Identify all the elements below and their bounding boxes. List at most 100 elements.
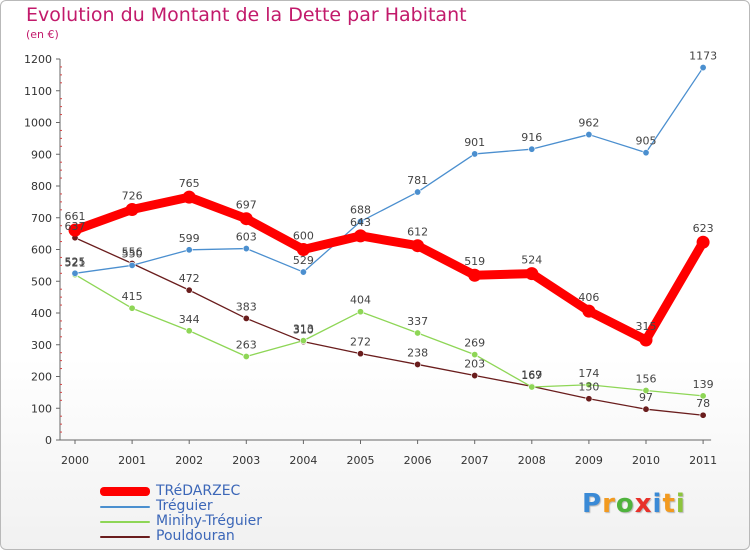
data-point-series-1 xyxy=(68,223,82,237)
series-line-2 xyxy=(74,66,704,274)
data-point-series-1 xyxy=(468,268,482,282)
logo-letter: x xyxy=(634,489,653,519)
data-label: 688 xyxy=(350,204,371,217)
series-line-3 xyxy=(74,273,704,397)
data-label: 550 xyxy=(122,247,143,260)
y-tick-label: 200 xyxy=(31,371,52,384)
data-label: 529 xyxy=(293,254,314,267)
legend-label: Minihy-Tréguier xyxy=(156,513,262,529)
data-label: 344 xyxy=(179,313,200,326)
data-point-series-1 xyxy=(639,333,653,347)
x-tick-label: 2010 xyxy=(632,454,660,467)
y-tick-label: 1000 xyxy=(24,117,52,130)
y-tick-label: 800 xyxy=(31,180,52,193)
data-point-series-3 xyxy=(528,383,536,391)
data-point-series-2 xyxy=(585,131,593,139)
series-line-4 xyxy=(74,237,704,416)
data-point-series-4 xyxy=(356,350,364,358)
data-point-series-1 xyxy=(296,243,310,256)
data-label: 167 xyxy=(521,369,542,382)
data-point-series-3 xyxy=(642,386,650,394)
x-tick-label: 2005 xyxy=(347,454,375,467)
data-label: 521 xyxy=(65,257,86,270)
data-point-series-1 xyxy=(696,235,710,249)
legend-item: TRéDARZEC xyxy=(100,484,262,499)
y-tick-label: 1200 xyxy=(24,53,52,66)
data-label: 315 xyxy=(636,320,657,333)
data-label: 781 xyxy=(407,174,428,187)
data-point-series-1 xyxy=(182,190,196,204)
data-label: 600 xyxy=(293,230,314,243)
y-tick-label: 600 xyxy=(31,244,52,257)
data-point-series-3 xyxy=(299,337,307,345)
legend-swatch xyxy=(100,487,150,496)
data-point-series-4 xyxy=(185,286,193,294)
data-point-series-2 xyxy=(414,188,422,196)
data-point-series-2 xyxy=(242,245,250,253)
data-label: 524 xyxy=(521,254,542,267)
data-label: 637 xyxy=(65,220,86,233)
data-label: 383 xyxy=(236,300,257,313)
data-label: 313 xyxy=(293,323,314,336)
legend-item: Minihy-Tréguier xyxy=(100,514,262,529)
data-label: 599 xyxy=(179,232,200,245)
data-point-series-2 xyxy=(699,64,707,72)
chart-title: Evolution du Montant de la Dette par Hab… xyxy=(26,4,467,26)
data-point-series-4 xyxy=(242,314,250,322)
data-point-series-2 xyxy=(71,269,79,277)
data-label: 661 xyxy=(65,210,86,223)
x-tick-label: 2009 xyxy=(575,454,603,467)
proxiti-logo: Proxiti xyxy=(582,489,686,519)
data-label: 310 xyxy=(293,324,314,337)
data-point-series-2 xyxy=(185,246,193,254)
x-tick-label: 2008 xyxy=(518,454,546,467)
data-label: 203 xyxy=(464,358,485,371)
data-point-series-4 xyxy=(471,372,479,380)
data-point-series-3 xyxy=(471,351,479,359)
data-point-series-3 xyxy=(414,329,422,337)
data-point-series-2 xyxy=(299,268,307,276)
legend-item: Pouldouran xyxy=(100,529,262,544)
data-point-series-2 xyxy=(471,150,479,158)
y-tick-label: 700 xyxy=(31,212,52,225)
data-label: 916 xyxy=(521,131,542,144)
data-label: 156 xyxy=(636,372,657,385)
data-point-series-1 xyxy=(239,212,253,226)
x-tick-label: 2000 xyxy=(61,454,89,467)
x-tick-label: 2002 xyxy=(175,454,203,467)
data-point-series-3 xyxy=(356,308,364,316)
data-point-series-1 xyxy=(125,202,139,216)
data-label: 404 xyxy=(350,294,371,307)
data-point-series-3 xyxy=(585,381,593,389)
legend-label: TRéDARZEC xyxy=(156,483,241,499)
data-point-series-1 xyxy=(411,239,425,253)
data-point-series-3 xyxy=(242,352,250,360)
chart-subtitle: (en €) xyxy=(26,28,59,41)
data-point-series-1 xyxy=(354,229,367,243)
data-label: 697 xyxy=(236,199,257,212)
data-point-series-4 xyxy=(585,395,593,403)
data-label: 174 xyxy=(578,367,599,380)
data-point-series-3 xyxy=(128,304,136,312)
data-label: 337 xyxy=(407,315,428,328)
x-tick-label: 2003 xyxy=(232,454,260,467)
data-label: 556 xyxy=(122,245,143,258)
x-tick-label: 2006 xyxy=(404,454,432,467)
data-label: 612 xyxy=(407,226,428,239)
legend-item: Tréguier xyxy=(100,499,262,514)
legend-label: Pouldouran xyxy=(156,528,235,544)
data-label: 1173 xyxy=(689,50,717,63)
data-label: 97 xyxy=(639,391,653,404)
data-point-series-4 xyxy=(414,360,422,368)
legend-swatch xyxy=(100,505,150,508)
x-tick-label: 2004 xyxy=(289,454,317,467)
logo-letter: r xyxy=(602,489,616,519)
data-point-series-2 xyxy=(356,218,364,226)
x-tick-label: 2001 xyxy=(118,454,146,467)
data-point-series-3 xyxy=(699,392,707,400)
y-tick-label: 500 xyxy=(31,275,52,288)
x-tick-label: 2007 xyxy=(461,454,489,467)
chart-legend: TRéDARZEC Tréguier Minihy-Tréguier Pouldour… xyxy=(100,484,262,544)
data-label: 519 xyxy=(464,255,485,268)
